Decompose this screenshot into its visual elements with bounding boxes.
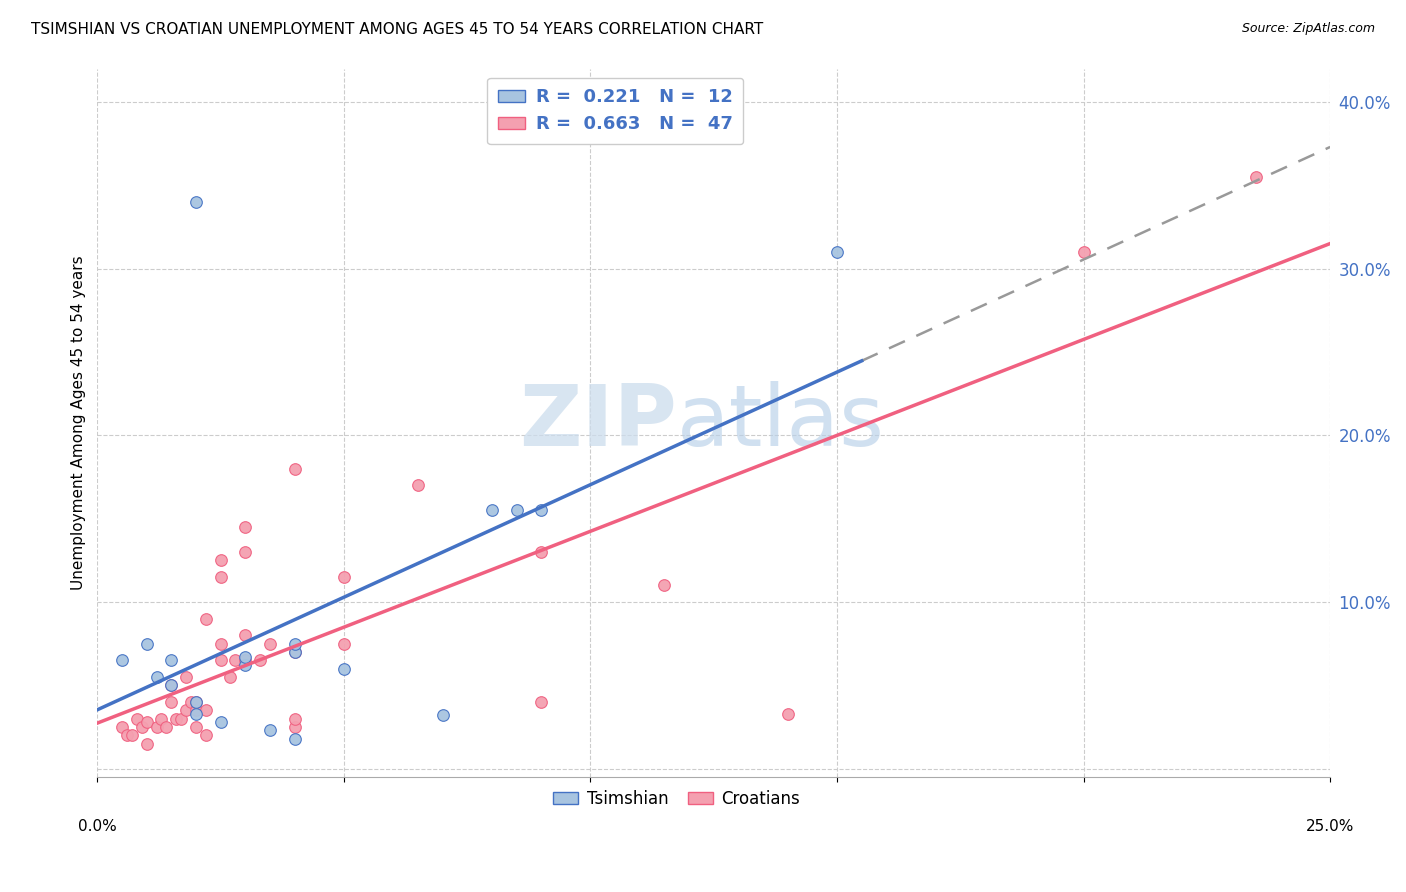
Point: [432, 708, 454, 723]
Point: [184, 720, 207, 734]
Point: [174, 670, 197, 684]
Point: [160, 695, 183, 709]
Point: [135, 737, 157, 751]
Point: [155, 720, 177, 734]
Text: atlas: atlas: [676, 381, 884, 464]
Point: [233, 653, 256, 667]
Point: [174, 703, 197, 717]
Point: [284, 461, 307, 475]
Point: [209, 570, 232, 584]
Point: [165, 712, 187, 726]
Point: [284, 645, 307, 659]
Point: [184, 703, 207, 717]
Text: Source: ZipAtlas.com: Source: ZipAtlas.com: [1241, 22, 1375, 36]
Point: [150, 712, 173, 726]
Point: [184, 706, 207, 721]
Point: [111, 653, 134, 667]
Point: [125, 712, 148, 726]
Text: 25.0%: 25.0%: [1306, 819, 1354, 834]
Point: [145, 670, 167, 684]
Point: [249, 653, 271, 667]
Point: [194, 612, 217, 626]
Point: [233, 628, 256, 642]
Point: [180, 695, 202, 709]
Point: [135, 714, 157, 729]
Point: [209, 553, 232, 567]
Point: [170, 712, 193, 726]
Point: [145, 720, 167, 734]
Point: [654, 578, 676, 592]
Point: [284, 720, 307, 734]
Point: [219, 670, 242, 684]
Point: [505, 503, 527, 517]
Point: [1073, 244, 1095, 259]
Point: [184, 194, 207, 209]
Point: [825, 244, 848, 259]
Point: [284, 712, 307, 726]
Point: [160, 678, 183, 692]
Point: [233, 650, 256, 665]
Point: [530, 695, 553, 709]
Point: [194, 728, 217, 742]
Point: [333, 570, 356, 584]
Point: [530, 503, 553, 517]
Point: [224, 653, 246, 667]
Point: [233, 658, 256, 673]
Point: [111, 720, 134, 734]
Text: ZIP: ZIP: [519, 381, 676, 464]
Point: [209, 637, 232, 651]
Y-axis label: Unemployment Among Ages 45 to 54 years: Unemployment Among Ages 45 to 54 years: [72, 255, 86, 591]
Point: [184, 695, 207, 709]
Text: 0.0%: 0.0%: [77, 819, 117, 834]
Point: [131, 720, 153, 734]
Point: [481, 503, 503, 517]
Point: [135, 637, 157, 651]
Point: [209, 653, 232, 667]
Point: [115, 728, 138, 742]
Point: [333, 662, 356, 676]
Point: [160, 653, 183, 667]
Point: [1244, 169, 1267, 184]
Point: [259, 637, 281, 651]
Point: [209, 714, 232, 729]
Point: [284, 645, 307, 659]
Text: TSIMSHIAN VS CROATIAN UNEMPLOYMENT AMONG AGES 45 TO 54 YEARS CORRELATION CHART: TSIMSHIAN VS CROATIAN UNEMPLOYMENT AMONG…: [31, 22, 763, 37]
Point: [259, 723, 281, 738]
Point: [333, 637, 356, 651]
Legend: Tsimshian, Croatians: Tsimshian, Croatians: [547, 783, 807, 814]
Point: [160, 678, 183, 692]
Point: [121, 728, 143, 742]
Point: [530, 545, 553, 559]
Point: [284, 637, 307, 651]
Point: [184, 695, 207, 709]
Point: [284, 731, 307, 746]
Point: [233, 545, 256, 559]
Point: [194, 703, 217, 717]
Point: [233, 520, 256, 534]
Point: [776, 706, 799, 721]
Point: [406, 478, 429, 492]
